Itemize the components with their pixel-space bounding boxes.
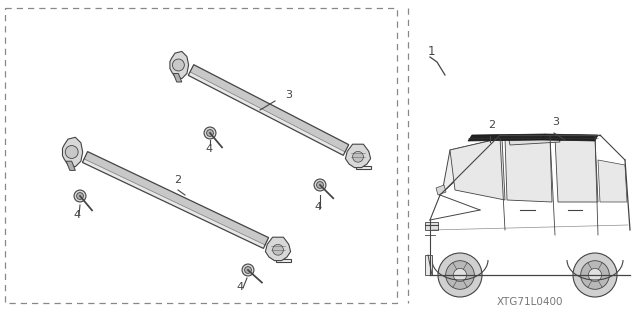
- Polygon shape: [468, 134, 545, 141]
- Polygon shape: [425, 222, 438, 230]
- Polygon shape: [173, 73, 182, 82]
- Circle shape: [77, 193, 83, 199]
- Polygon shape: [276, 241, 291, 263]
- Text: 4: 4: [74, 210, 81, 220]
- Polygon shape: [555, 137, 598, 202]
- Polygon shape: [542, 134, 598, 141]
- Polygon shape: [188, 72, 345, 155]
- Polygon shape: [346, 144, 371, 167]
- Circle shape: [453, 268, 467, 282]
- Circle shape: [445, 261, 474, 289]
- Text: 3: 3: [552, 117, 559, 127]
- Text: 3: 3: [285, 90, 292, 100]
- Text: 4: 4: [205, 144, 212, 154]
- Circle shape: [588, 268, 602, 282]
- Polygon shape: [505, 137, 552, 202]
- Polygon shape: [83, 159, 265, 249]
- Circle shape: [438, 253, 482, 297]
- Circle shape: [317, 182, 323, 189]
- Polygon shape: [598, 160, 627, 202]
- Polygon shape: [190, 65, 349, 152]
- Polygon shape: [356, 148, 371, 169]
- Text: 4: 4: [314, 202, 321, 212]
- Polygon shape: [170, 51, 189, 78]
- Circle shape: [204, 127, 216, 139]
- Text: 2: 2: [488, 120, 495, 130]
- Text: XTG71L0400: XTG71L0400: [497, 297, 563, 307]
- Polygon shape: [425, 255, 432, 275]
- Circle shape: [273, 244, 284, 255]
- Text: 4: 4: [236, 282, 244, 292]
- Polygon shape: [442, 138, 502, 193]
- Polygon shape: [63, 137, 83, 167]
- Circle shape: [244, 267, 252, 273]
- Polygon shape: [508, 135, 560, 145]
- Circle shape: [314, 179, 326, 191]
- Circle shape: [74, 190, 86, 202]
- Bar: [5, 8, 397, 303]
- Polygon shape: [450, 138, 505, 200]
- Polygon shape: [266, 237, 291, 261]
- Circle shape: [242, 264, 254, 276]
- Circle shape: [353, 152, 364, 162]
- Circle shape: [573, 253, 617, 297]
- Text: 1: 1: [428, 45, 435, 58]
- Polygon shape: [84, 152, 269, 245]
- Circle shape: [172, 59, 184, 71]
- Polygon shape: [66, 161, 76, 170]
- Text: 2: 2: [175, 175, 182, 185]
- Circle shape: [580, 261, 609, 289]
- Polygon shape: [436, 185, 446, 195]
- Circle shape: [65, 145, 78, 159]
- Circle shape: [207, 130, 213, 137]
